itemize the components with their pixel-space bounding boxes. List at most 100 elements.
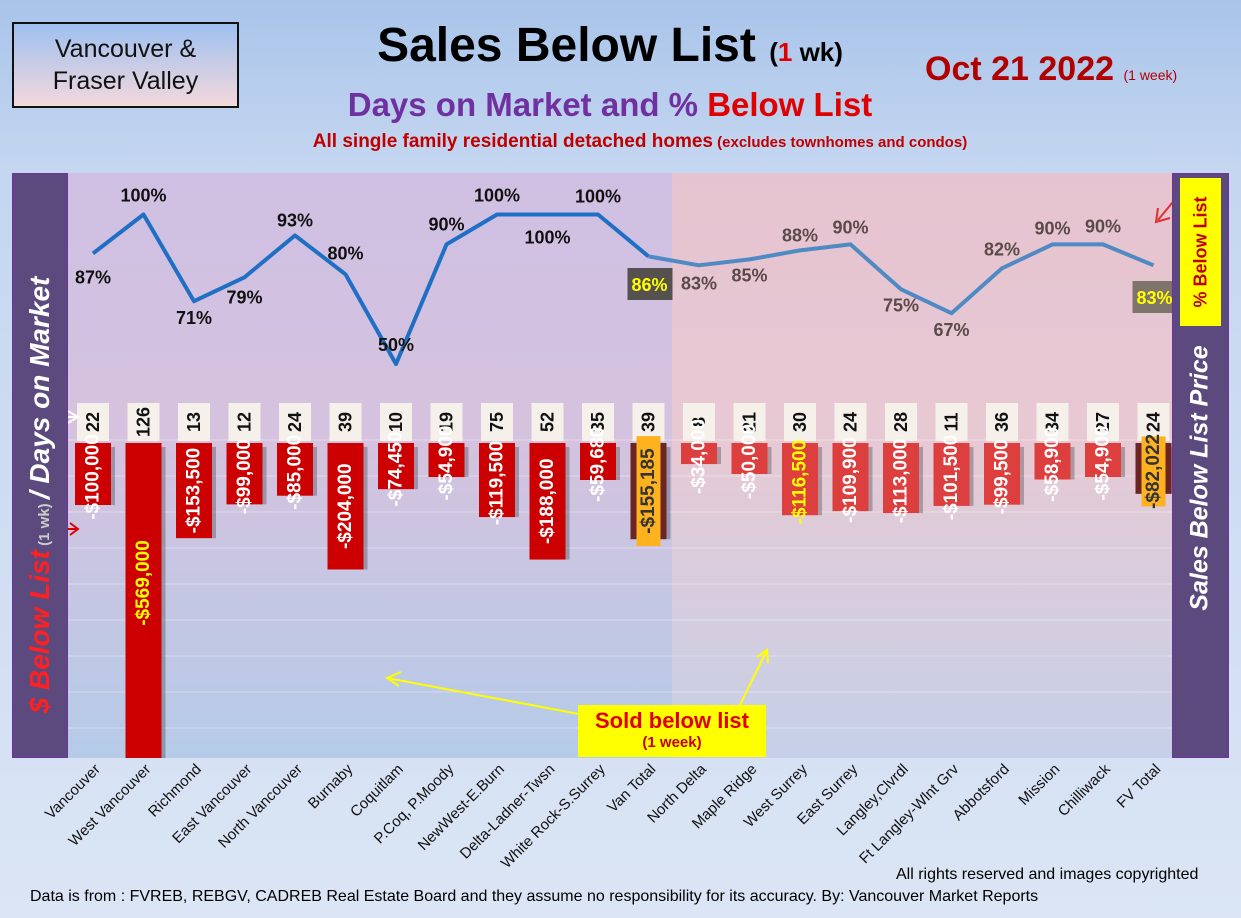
title-paren-num: 1 <box>777 37 793 67</box>
data-source-footer: Data is from : FVREB, REBGV, CADREB Real… <box>30 888 1039 905</box>
bar-value-label: -$188,000 <box>537 458 558 544</box>
pct-label: 87% <box>75 267 111 287</box>
amount-pointer-arrowhead <box>69 522 80 536</box>
callout-arrowhead-left <box>384 671 402 687</box>
bar <box>176 443 212 539</box>
pct-label: 80% <box>327 243 363 263</box>
dom-label-box <box>1087 403 1119 441</box>
pct-total-box <box>1132 281 1178 313</box>
callout-arrowhead-right <box>756 648 769 664</box>
bar <box>226 443 263 505</box>
dom-label-box <box>885 403 917 441</box>
bar-shadow <box>919 447 923 514</box>
desc-a: All single family residential detached h… <box>312 131 713 152</box>
title-main: Sales Below List <box>377 19 756 72</box>
dom-label: 24 <box>841 412 861 432</box>
dom-label: 19 <box>437 412 457 432</box>
pct-label: 100% <box>120 186 166 206</box>
left-axis-title-b: (1 wk) <box>36 499 53 551</box>
bar-shadow <box>111 447 115 505</box>
bar <box>782 443 818 516</box>
pct-label: 90% <box>1034 218 1070 238</box>
bar-value-label: -$59,680 <box>588 427 609 502</box>
bar <box>832 443 869 512</box>
sold-below-list-callout: Sold below list (1 week) <box>578 705 766 757</box>
bar-shadow <box>212 447 216 539</box>
bar-value-label: -$113,000 <box>891 439 912 524</box>
bar <box>984 443 1020 505</box>
bar-shadow <box>1020 447 1024 505</box>
bar-shadow <box>818 447 822 516</box>
dom-pointer-arrowhead <box>67 410 80 424</box>
desc-b: (excludes townhomes and condos) <box>712 134 968 151</box>
right-axis-title: Sales Below List Price <box>1185 345 1214 611</box>
bar-value-label: -$58,900 <box>1042 427 1063 502</box>
title-paren-open: ( <box>769 37 778 67</box>
title-paren: (1 wk) <box>769 37 843 67</box>
pct-total-box <box>627 268 673 300</box>
pct-label: 83% <box>1136 288 1172 308</box>
dom-label-box <box>733 403 766 441</box>
report-date: Oct 21 2022 (1 week) <box>925 50 1177 89</box>
bar-shadow <box>717 447 721 465</box>
bar-value-label: -$82,022 <box>1143 434 1164 509</box>
dom-label: 21 <box>740 412 760 432</box>
x-tick-label: Delta-Ladner-Twsn <box>457 761 559 863</box>
bar <box>883 443 919 514</box>
dom-label: 8 <box>689 417 709 427</box>
bar-shadow <box>1070 447 1075 480</box>
dom-label: 11 <box>942 412 962 431</box>
pct-label: 90% <box>832 217 868 237</box>
pct-labels-group: 87% 100% 71% 79% 93% 80% 50% 90% 100% 100% 100% 86%… <box>75 186 1178 355</box>
bar <box>479 443 515 518</box>
bar <box>75 443 111 505</box>
bar <box>327 443 364 570</box>
bar <box>731 443 768 474</box>
dom-label-box <box>784 403 816 441</box>
dom-label-box <box>582 403 614 441</box>
chart-description: All single family residential detached h… <box>200 131 1080 153</box>
chart-plot-area: 22 126 13 12 24 39 10 19 75 52 35 39 8 21 30 24 28 11 36 34… <box>60 173 1178 758</box>
left-axis-panel <box>12 173 68 758</box>
pct-label: 90% <box>428 214 464 234</box>
bar-value-label: -$153,500 <box>184 448 205 534</box>
pct-legend-box: % Below List <box>1180 178 1221 326</box>
pct-label: 100% <box>575 187 621 207</box>
dom-label-box <box>228 403 261 441</box>
dom-label: 39 <box>336 412 356 432</box>
pct-label: 100% <box>474 186 520 206</box>
bar <box>580 443 616 481</box>
bar-value-label: -$569,000 <box>133 540 154 626</box>
pct-label: 88% <box>782 225 818 245</box>
dom-label: 30 <box>790 412 810 432</box>
pct-label: 83% <box>681 273 717 293</box>
x-tick-label: Burnaby <box>305 760 357 812</box>
dom-label: 28 <box>891 412 911 432</box>
bar-shadow <box>313 447 317 496</box>
pct-label: 75% <box>883 295 919 315</box>
x-tick-label: Ft Langley-Wlnt Grv <box>856 760 963 867</box>
dom-label-box <box>632 403 665 441</box>
bar-shadow <box>1121 447 1125 478</box>
left-axis-title-a: $ Below List <box>24 550 55 714</box>
report-date-text: Oct 21 2022 <box>925 50 1115 88</box>
dom-label-box <box>380 403 412 441</box>
dom-label: 75 <box>487 412 507 432</box>
dom-label-box <box>935 403 968 441</box>
dom-label-box <box>127 403 160 441</box>
bar-value-label: -$119,500 <box>487 441 508 526</box>
dom-label: 35 <box>588 412 608 432</box>
dom-label-box <box>683 403 715 441</box>
bar-shadow <box>616 447 620 481</box>
title-paren-rest: wk) <box>792 37 843 67</box>
pct-label: 71% <box>176 308 212 328</box>
dom-label: 24 <box>1144 412 1164 432</box>
bar <box>378 443 414 490</box>
bar <box>933 443 970 506</box>
bar-shadow <box>868 447 873 512</box>
bar-shadow <box>414 447 418 490</box>
pct-lines-group <box>91 212 1155 366</box>
report-date-sub: (1 week) <box>1123 67 1178 83</box>
subtitle-b: Below List <box>707 86 873 123</box>
